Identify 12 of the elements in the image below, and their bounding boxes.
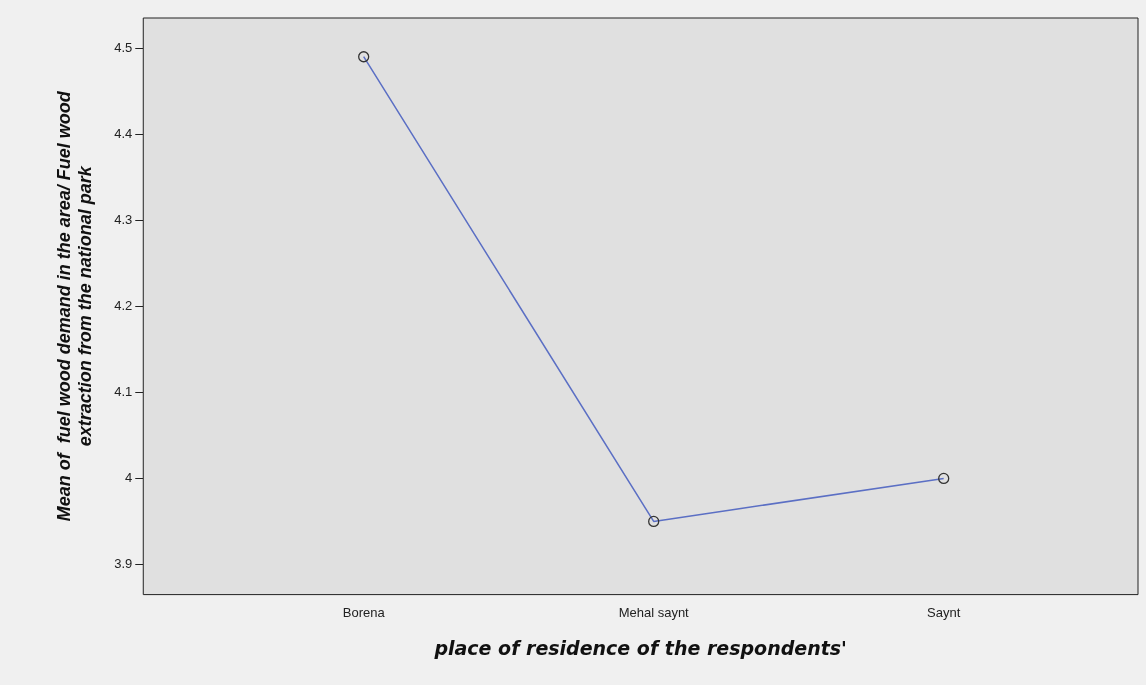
x-tick-label: Mehal saynt	[618, 604, 690, 620]
y-tick-label: 3.9	[114, 556, 133, 572]
y-tick-label: 4.1	[114, 383, 133, 399]
y-tick-label: 4.5	[114, 39, 133, 55]
y-tick-label: 4.3	[114, 211, 133, 227]
x-tick-label: Saynt	[927, 604, 961, 620]
x-axis-title: place of residence of the respondents'	[433, 636, 847, 659]
y-tick-label: 4	[125, 470, 133, 485]
y-tick-label: 4.2	[114, 297, 133, 313]
y-axis-title: Mean of fuel wood demand in the area/ Fuel wood extraction from the national park	[53, 90, 96, 522]
y-tick-label: 4.4	[114, 125, 133, 141]
x-tick-label: Borena	[342, 604, 386, 620]
